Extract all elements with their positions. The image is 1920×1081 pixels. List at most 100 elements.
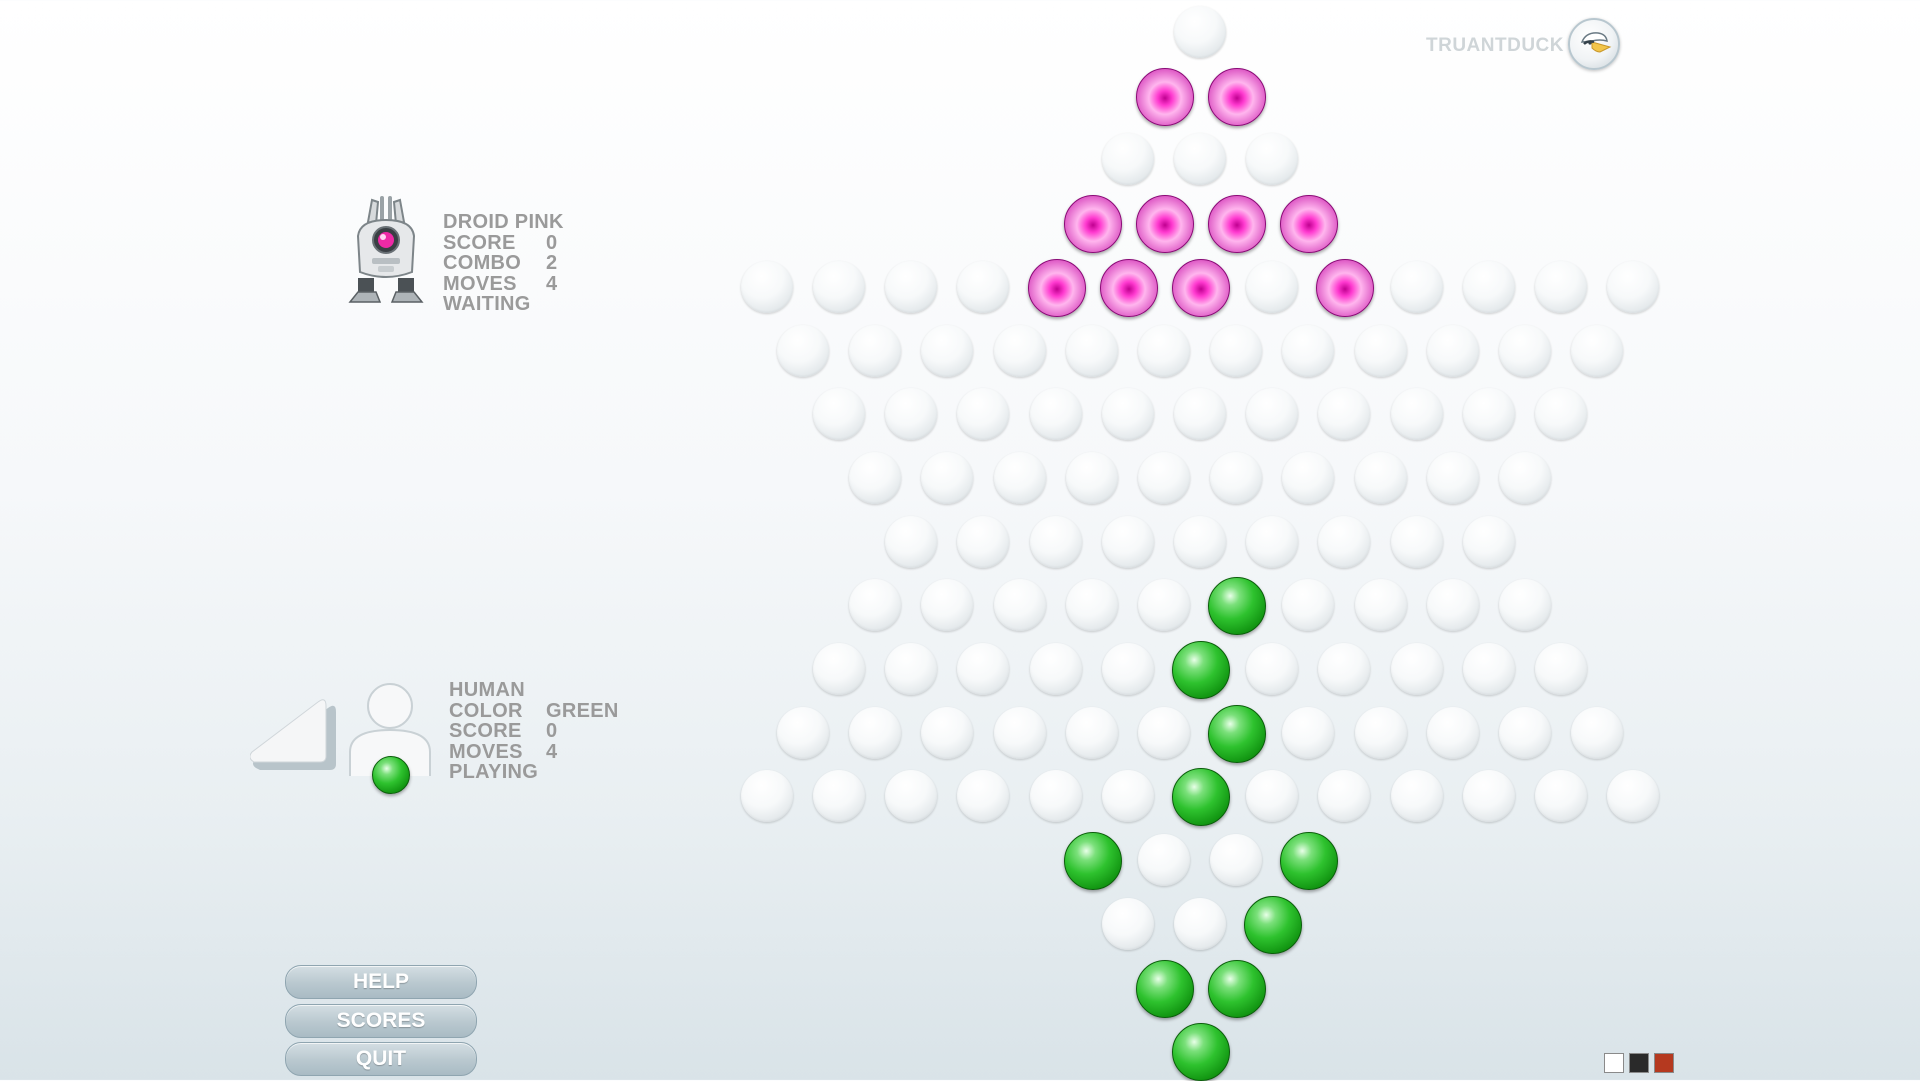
board-hole[interactable] — [1210, 451, 1263, 504]
board-hole[interactable] — [1137, 451, 1190, 504]
board-hole[interactable] — [1318, 643, 1371, 695]
board-hole[interactable] — [885, 515, 938, 568]
board-hole[interactable] — [1354, 579, 1407, 632]
board-hole[interactable] — [1246, 515, 1299, 568]
green-marble[interactable] — [1280, 832, 1339, 891]
board-hole[interactable] — [1462, 260, 1515, 313]
board-hole[interactable] — [1535, 388, 1587, 441]
board-hole[interactable] — [1282, 324, 1335, 377]
board-hole[interactable] — [1101, 770, 1154, 823]
board-hole[interactable] — [1101, 897, 1154, 950]
board-hole[interactable] — [1462, 770, 1515, 823]
board-hole[interactable] — [957, 260, 1010, 313]
board-hole[interactable] — [1282, 451, 1335, 504]
board-hole[interactable] — [1246, 388, 1299, 441]
board-hole[interactable] — [1282, 706, 1335, 759]
board-hole[interactable] — [1101, 643, 1154, 695]
board-hole[interactable] — [1246, 260, 1299, 313]
board-hole[interactable] — [1607, 770, 1660, 823]
board-hole[interactable] — [1462, 643, 1515, 695]
board-hole[interactable] — [1571, 324, 1624, 377]
board-hole[interactable] — [1390, 388, 1443, 441]
board-hole[interactable] — [1426, 579, 1479, 632]
pink-marble[interactable] — [1208, 67, 1267, 126]
board-hole[interactable] — [1137, 834, 1190, 887]
board-hole[interactable] — [1065, 706, 1118, 759]
board-hole[interactable] — [1535, 643, 1587, 695]
board-hole[interactable] — [1390, 515, 1443, 568]
board-hole[interactable] — [1101, 133, 1154, 186]
board-hole[interactable] — [1354, 451, 1407, 504]
green-marble[interactable] — [1172, 768, 1230, 827]
board-hole[interactable] — [921, 706, 974, 759]
board-hole[interactable] — [1174, 6, 1226, 58]
board-hole[interactable] — [885, 643, 938, 695]
board-hole[interactable] — [885, 770, 938, 823]
board-hole[interactable] — [1137, 706, 1190, 759]
board-hole[interactable] — [1426, 706, 1479, 759]
board-hole[interactable] — [1354, 706, 1407, 759]
board-hole[interactable] — [776, 706, 829, 759]
board-hole[interactable] — [921, 579, 974, 632]
board-hole[interactable] — [885, 260, 938, 313]
board-hole[interactable] — [957, 388, 1010, 441]
board-hole[interactable] — [740, 770, 793, 823]
board-hole[interactable] — [1318, 388, 1371, 441]
board-hole[interactable] — [957, 643, 1010, 695]
board-hole[interactable] — [1498, 579, 1551, 632]
board-hole[interactable] — [1535, 260, 1587, 313]
board-hole[interactable] — [813, 388, 865, 441]
board-hole[interactable] — [1065, 579, 1118, 632]
board-hole[interactable] — [993, 451, 1046, 504]
board-hole[interactable] — [813, 643, 865, 695]
board-hole[interactable] — [1065, 324, 1118, 377]
board-hole[interactable] — [1462, 515, 1515, 568]
board-hole[interactable] — [1390, 260, 1443, 313]
board-hole[interactable] — [849, 324, 902, 377]
board-hole[interactable] — [1246, 770, 1299, 823]
board-hole[interactable] — [1390, 643, 1443, 695]
board-hole[interactable] — [1065, 451, 1118, 504]
board-hole[interactable] — [1174, 388, 1226, 441]
board-hole[interactable] — [921, 324, 974, 377]
board-hole[interactable] — [1246, 643, 1299, 695]
board-hole[interactable] — [1174, 133, 1226, 186]
pink-marble[interactable] — [1208, 195, 1267, 254]
board-hole[interactable] — [849, 451, 902, 504]
board-hole[interactable] — [1426, 324, 1479, 377]
board-hole[interactable] — [1498, 706, 1551, 759]
board-hole[interactable] — [1029, 388, 1082, 441]
pink-marble[interactable] — [1063, 195, 1122, 254]
board-hole[interactable] — [1174, 897, 1226, 950]
board-hole[interactable] — [1029, 515, 1082, 568]
board-hole[interactable] — [993, 706, 1046, 759]
pink-marble[interactable] — [1027, 258, 1086, 317]
theme-swatch-white[interactable] — [1604, 1053, 1624, 1073]
board-hole[interactable] — [1282, 579, 1335, 632]
green-marble[interactable] — [1172, 641, 1230, 699]
board-hole[interactable] — [849, 579, 902, 632]
green-marble[interactable] — [1135, 959, 1194, 1018]
pink-marble[interactable] — [1280, 195, 1339, 254]
green-marble[interactable] — [1208, 704, 1267, 763]
pink-marble[interactable] — [1099, 258, 1158, 317]
board-hole[interactable] — [1210, 834, 1263, 887]
pink-marble[interactable] — [1172, 258, 1230, 317]
board-hole[interactable] — [993, 324, 1046, 377]
help-button[interactable]: HELP — [285, 965, 477, 999]
board-hole[interactable] — [740, 260, 793, 313]
board-hole[interactable] — [1390, 770, 1443, 823]
green-marble[interactable] — [1208, 577, 1267, 636]
board-hole[interactable] — [1101, 388, 1154, 441]
pink-marble[interactable] — [1316, 258, 1375, 317]
board-hole[interactable] — [1101, 515, 1154, 568]
board-hole[interactable] — [1498, 324, 1551, 377]
board-hole[interactable] — [1029, 643, 1082, 695]
board-hole[interactable] — [993, 579, 1046, 632]
board-hole[interactable] — [1318, 515, 1371, 568]
board-hole[interactable] — [885, 388, 938, 441]
board-hole[interactable] — [776, 324, 829, 377]
board-hole[interactable] — [1137, 579, 1190, 632]
board-hole[interactable] — [957, 770, 1010, 823]
board-hole[interactable] — [1426, 451, 1479, 504]
